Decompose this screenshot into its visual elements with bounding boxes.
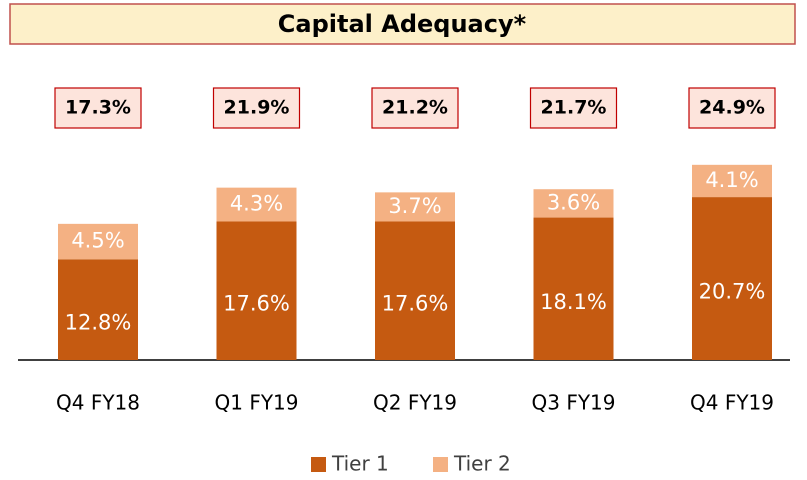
total-box: [371, 87, 459, 129]
x-tick-label: Q4 FY19: [690, 391, 774, 415]
data-label: 4.5%: [71, 229, 124, 253]
bar-segment: [533, 217, 614, 360]
bar-segment: [375, 192, 455, 222]
legend-swatch: [311, 457, 326, 472]
bar-segment: [216, 187, 297, 222]
total-label: 17.3%: [65, 97, 131, 119]
data-label: 17.6%: [382, 292, 449, 316]
bar-segment: [58, 259, 138, 360]
data-label: 3.7%: [388, 194, 441, 218]
total-box: [529, 87, 618, 129]
total-label: 21.9%: [224, 97, 290, 119]
chart-title: Capital Adequacy*: [278, 10, 527, 38]
legend-label: Tier 1: [331, 452, 389, 476]
bar-segment: [533, 189, 614, 218]
total-label: 21.2%: [382, 97, 448, 119]
x-tick-label: Q2 FY19: [373, 391, 457, 415]
x-tick-label: Q1 FY19: [215, 391, 299, 415]
total-label: 21.7%: [541, 97, 607, 119]
total-label: 24.9%: [699, 97, 765, 119]
x-tick-label: Q3 FY19: [532, 391, 616, 415]
data-label: 18.1%: [540, 290, 607, 314]
legend-swatch: [433, 457, 448, 472]
data-label: 3.6%: [547, 190, 600, 214]
total-box: [688, 87, 776, 129]
title-box: [9, 3, 796, 45]
bar-segment: [375, 221, 455, 360]
data-label: 4.3%: [230, 192, 283, 216]
data-label: 4.1%: [705, 168, 758, 192]
bar-segment: [692, 197, 772, 360]
bar-segment: [58, 223, 138, 260]
total-box: [54, 87, 142, 129]
data-label: 20.7%: [699, 280, 766, 304]
x-tick-label: Q4 FY18: [56, 391, 140, 415]
bar-segment: [216, 221, 297, 360]
data-label: 17.6%: [223, 292, 290, 316]
legend-label: Tier 2: [453, 452, 511, 476]
bar-segment: [692, 164, 772, 198]
total-box: [212, 87, 301, 129]
data-label: 12.8%: [65, 311, 132, 335]
